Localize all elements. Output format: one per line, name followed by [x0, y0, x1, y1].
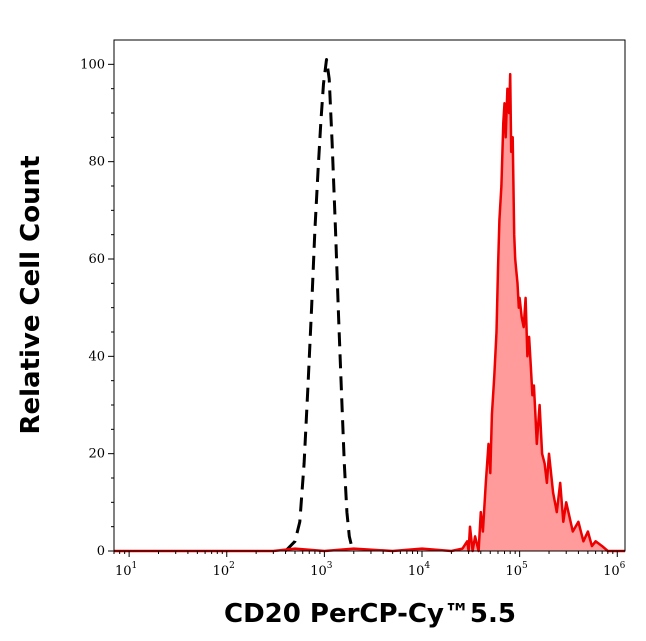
series-1-line — [114, 72, 625, 553]
x-tick-label: 102 — [213, 561, 235, 579]
x-tick-label: 106 — [603, 561, 626, 579]
series-0-line — [284, 58, 356, 553]
plot-area — [114, 58, 625, 553]
y-axis-title: Relative Cell Count — [16, 155, 46, 434]
y-tick-label: 100 — [80, 57, 105, 72]
x-tick-label: 103 — [310, 561, 333, 579]
y-tick-label: 20 — [88, 447, 105, 462]
plot-frame — [113, 39, 626, 552]
axis-ticks: 0 20 40 60 80 100 101 102 103 104 105 106 — [80, 57, 626, 579]
series-1-fill — [114, 74, 625, 551]
y-tick-label: 40 — [88, 349, 105, 364]
y-tick-label: 0 — [97, 544, 105, 559]
y-tick-label: 80 — [88, 155, 105, 170]
x-tick-label: 105 — [505, 561, 528, 579]
x-tick-label: 104 — [408, 561, 431, 579]
y-tick-label: 60 — [88, 252, 105, 267]
x-axis-title: CD20 PerCP-Cy™5.5 — [224, 599, 516, 629]
x-tick-label: 101 — [115, 561, 137, 579]
